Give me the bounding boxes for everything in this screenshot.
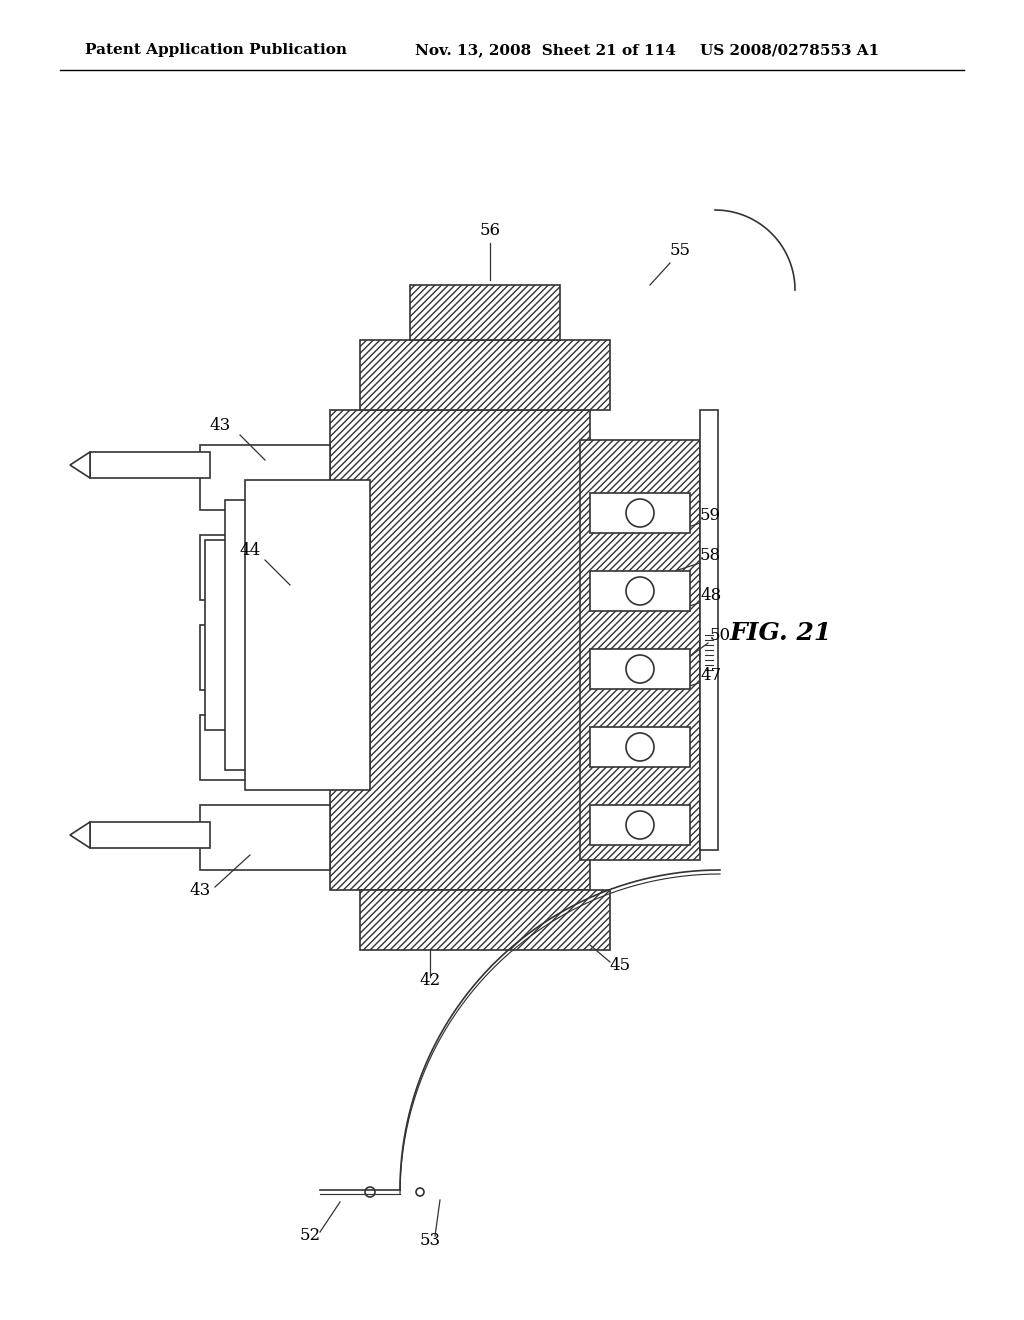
Bar — [90, 822, 210, 847]
Polygon shape — [70, 822, 90, 847]
Bar — [590, 492, 690, 533]
Circle shape — [416, 1188, 424, 1196]
Bar — [225, 500, 370, 770]
Text: Nov. 13, 2008  Sheet 21 of 114: Nov. 13, 2008 Sheet 21 of 114 — [415, 44, 676, 57]
Text: 59: 59 — [700, 507, 721, 524]
Bar — [590, 727, 690, 767]
Bar — [700, 411, 718, 850]
Text: 43: 43 — [209, 417, 230, 434]
Bar — [200, 805, 330, 870]
Text: 42: 42 — [420, 972, 440, 989]
Text: 43: 43 — [189, 882, 211, 899]
Text: 53: 53 — [420, 1232, 440, 1249]
Text: 44: 44 — [240, 543, 261, 558]
Bar — [410, 285, 560, 341]
Bar — [205, 540, 370, 730]
Bar — [200, 535, 330, 601]
Bar — [590, 572, 690, 611]
Bar — [245, 480, 370, 789]
Bar — [90, 451, 210, 478]
Text: 45: 45 — [609, 957, 631, 974]
Text: 48: 48 — [700, 587, 721, 605]
Text: 56: 56 — [479, 222, 501, 239]
Text: 47: 47 — [700, 667, 721, 684]
Bar — [200, 445, 330, 510]
Circle shape — [626, 810, 654, 840]
Circle shape — [626, 499, 654, 527]
Text: 58: 58 — [700, 546, 721, 564]
Text: 55: 55 — [670, 242, 690, 259]
Circle shape — [626, 655, 654, 682]
Text: FIG. 21: FIG. 21 — [730, 620, 833, 645]
Bar — [580, 440, 700, 861]
Bar — [200, 715, 330, 780]
Polygon shape — [70, 451, 90, 478]
Circle shape — [626, 733, 654, 762]
Text: 50: 50 — [710, 627, 731, 644]
Text: 52: 52 — [299, 1228, 321, 1243]
Circle shape — [626, 577, 654, 605]
Bar — [590, 805, 690, 845]
Bar — [590, 649, 690, 689]
Bar — [360, 341, 610, 411]
Text: Patent Application Publication: Patent Application Publication — [85, 44, 347, 57]
Text: US 2008/0278553 A1: US 2008/0278553 A1 — [700, 44, 880, 57]
Bar — [200, 624, 330, 690]
Circle shape — [365, 1187, 375, 1197]
Bar — [330, 411, 590, 890]
Bar — [360, 890, 610, 950]
